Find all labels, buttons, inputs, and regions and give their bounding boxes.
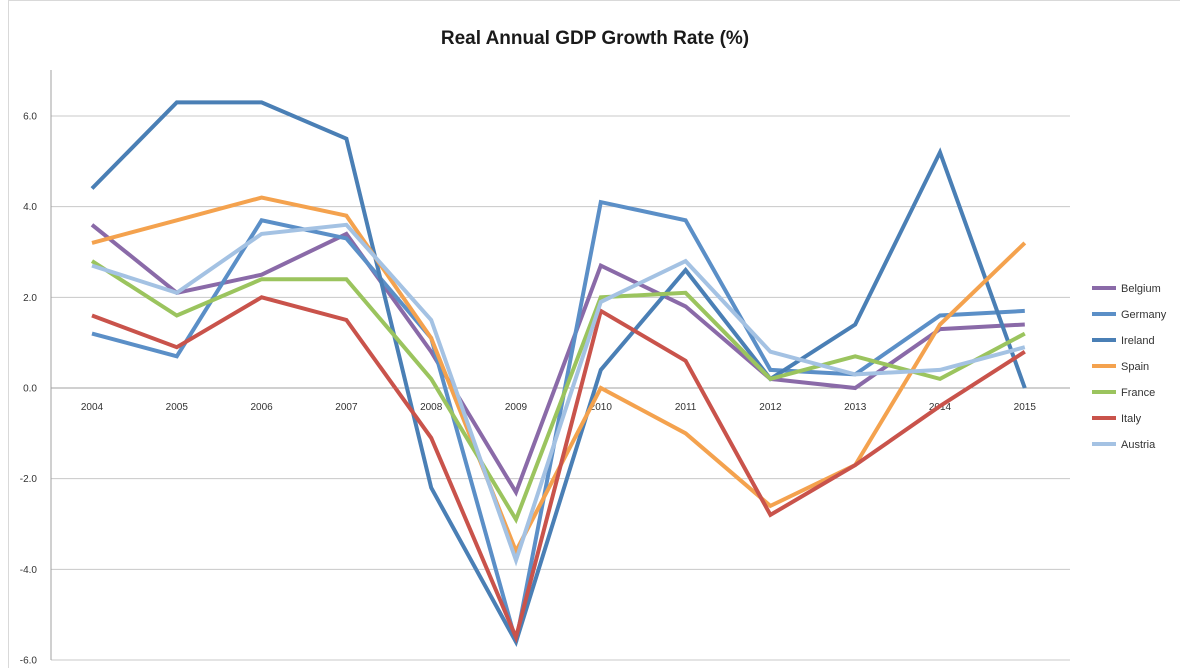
y-tick-label: -2.0 [20, 474, 38, 485]
y-tick-label: 4.0 [23, 202, 37, 213]
y-tick-label: 2.0 [23, 293, 37, 304]
legend-label-germany: Germany [1121, 309, 1167, 321]
legend-label-ireland: Ireland [1121, 335, 1155, 347]
x-tick-label: 2007 [335, 402, 358, 413]
y-tick-label: 6.0 [23, 112, 37, 123]
series-line-ireland [90, 100, 1027, 647]
legend-label-austria: Austria [1121, 439, 1156, 451]
x-tick-label: 2005 [166, 402, 189, 413]
x-tick-label: 2004 [81, 402, 104, 413]
x-tick-label: 2010 [590, 402, 613, 413]
x-tick-label: 2015 [1014, 402, 1037, 413]
x-tick-label: 2011 [675, 402, 697, 413]
x-tick-label: 2009 [505, 402, 528, 413]
series-line-austria [91, 222, 1026, 567]
series-line-belgium [90, 223, 1025, 497]
legend-label-spain: Spain [1121, 361, 1149, 373]
x-tick-label: 2013 [844, 402, 867, 413]
legend-label-belgium: Belgium [1121, 283, 1161, 295]
x-tick-label: 2008 [420, 402, 443, 413]
x-tick-label: 2012 [759, 402, 782, 413]
series-line-france [90, 259, 1026, 525]
legend: Belgium Germany Ireland Spain France Italy Aus… [1092, 283, 1167, 451]
legend-label-france: France [1121, 387, 1155, 399]
series-lines [90, 100, 1027, 647]
y-tick-label: -6.0 [20, 656, 38, 667]
y-tick-label: -4.0 [20, 565, 38, 576]
chart-title: Real Annual GDP Growth Rate (%) [440, 28, 750, 49]
x-tick-label: 2006 [250, 402, 273, 413]
legend-label-italy: Italy [1121, 413, 1142, 425]
y-tick-label: 0.0 [23, 384, 37, 395]
series-line-italy [91, 295, 1026, 644]
